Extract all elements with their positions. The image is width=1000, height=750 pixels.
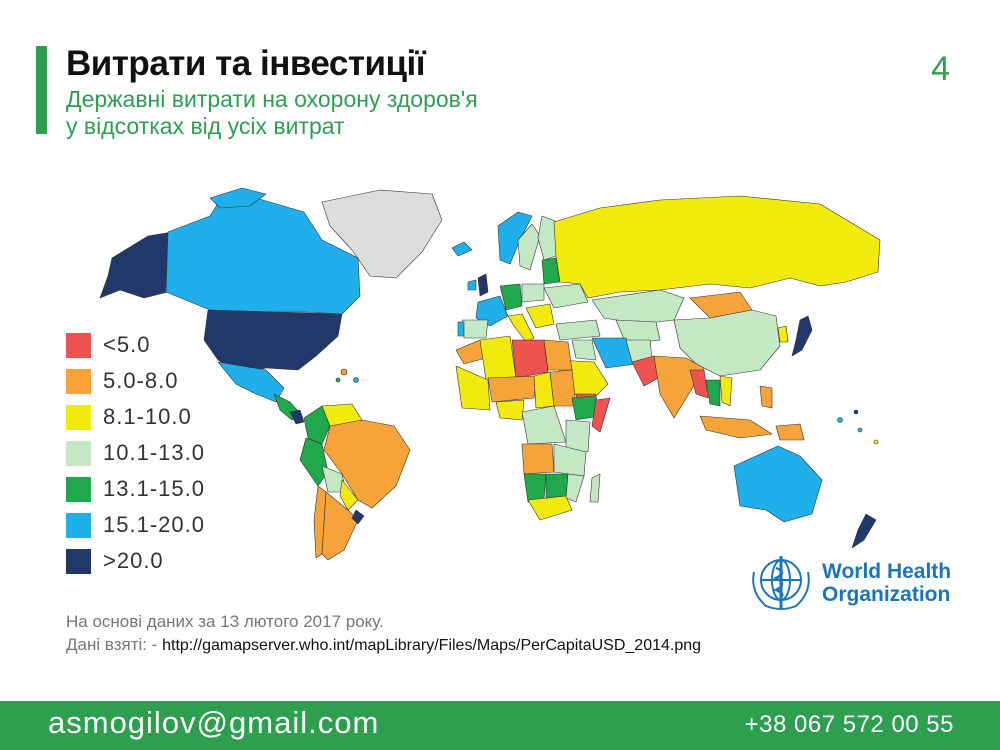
region-botswana bbox=[545, 473, 569, 499]
region-arctic-islands bbox=[209, 187, 267, 209]
region-japan bbox=[791, 315, 813, 357]
who-name-line-1: World Health bbox=[822, 560, 952, 583]
map-legend: <5.0 5.0-8.0 8.1-10.0 10.1-13.0 13.1-15.… bbox=[66, 327, 205, 579]
source-date: На основі даних за 13 лютого 2017 року. bbox=[66, 612, 384, 631]
legend-item: 15.1-20.0 bbox=[66, 507, 205, 543]
region-angola bbox=[521, 443, 555, 475]
region-namibia bbox=[523, 473, 547, 503]
region-iraq bbox=[571, 339, 597, 361]
legend-label: 13.1-15.0 bbox=[103, 476, 205, 501]
legend-label: 10.1-13.0 bbox=[103, 440, 205, 465]
region-argentina bbox=[321, 491, 359, 561]
region-uruguay bbox=[351, 509, 365, 525]
legend-swatch bbox=[66, 332, 91, 358]
region-france bbox=[475, 295, 509, 327]
legend-item: <5.0 bbox=[66, 327, 205, 363]
region-south-africa bbox=[527, 495, 573, 521]
region-mozambique bbox=[565, 473, 585, 503]
who-logo: World Health Organization bbox=[746, 552, 956, 614]
footer-email: asmogilov@gmail.com bbox=[48, 705, 380, 740]
region-sudan bbox=[549, 369, 577, 407]
who-emblem-icon bbox=[752, 556, 810, 610]
legend-item: 13.1-15.0 bbox=[66, 471, 205, 507]
region-peru bbox=[299, 437, 329, 487]
region-finland bbox=[537, 215, 559, 261]
source-url-link[interactable]: http://gamapserver.who.int/mapLibrary/Fi… bbox=[162, 637, 702, 654]
legend-label: >20.0 bbox=[103, 548, 164, 573]
region-usa bbox=[203, 309, 343, 375]
legend-swatch bbox=[66, 368, 91, 394]
region-philippines bbox=[759, 385, 773, 409]
legend-swatch bbox=[66, 404, 91, 430]
region-poland bbox=[521, 283, 545, 303]
region-east-africa bbox=[565, 419, 591, 453]
legend-label: 15.1-20.0 bbox=[103, 512, 205, 537]
region-algeria bbox=[479, 335, 517, 381]
region-thailand bbox=[705, 379, 721, 407]
region-colombia bbox=[303, 405, 331, 445]
region-vietnam bbox=[719, 375, 733, 407]
subtitle-line-1: Державні витрати на охорону здоров'я bbox=[66, 86, 478, 112]
region-sweden bbox=[517, 223, 541, 271]
slide-title: Витрати та інвестиції bbox=[66, 44, 426, 83]
legend-label: 8.1-10.0 bbox=[103, 404, 192, 429]
region-italy bbox=[507, 313, 535, 343]
legend-item: 5.0-8.0 bbox=[66, 363, 205, 399]
region-mali-niger bbox=[487, 375, 537, 403]
region-central-asia bbox=[615, 319, 661, 345]
footer-phone: +38 067 572 00 55 bbox=[744, 711, 954, 738]
region-kazakhstan bbox=[591, 289, 685, 325]
region-nigeria bbox=[495, 399, 525, 421]
legend-swatch bbox=[66, 476, 91, 502]
legend-item: 8.1-10.0 bbox=[66, 399, 205, 435]
region-spain bbox=[461, 319, 489, 339]
region-brazil bbox=[323, 419, 411, 509]
region-somalia bbox=[591, 397, 611, 433]
region-china bbox=[673, 309, 781, 377]
region-egypt bbox=[543, 339, 573, 371]
footer-bar: asmogilov@gmail.com +38 067 572 00 55 bbox=[0, 701, 1000, 750]
region-alaska bbox=[99, 231, 173, 299]
region-costa-rica bbox=[289, 409, 305, 425]
region-new-zealand bbox=[851, 513, 877, 549]
region-greenland bbox=[321, 189, 443, 279]
region-iceland bbox=[451, 241, 473, 257]
legend-swatch bbox=[66, 440, 91, 466]
page-number: 4 bbox=[931, 50, 950, 88]
region-myanmar bbox=[689, 369, 709, 399]
slide-subtitle: Державні витрати на охорону здоров'я у в… bbox=[66, 86, 666, 140]
legend-label: 5.0-8.0 bbox=[103, 368, 179, 393]
who-name-line-2: Organization bbox=[822, 583, 951, 606]
legend-swatch bbox=[66, 512, 91, 538]
region-mexico bbox=[217, 361, 285, 403]
legend-item: >20.0 bbox=[66, 543, 205, 579]
legend-item: 10.1-13.0 bbox=[66, 435, 205, 471]
region-portugal bbox=[457, 321, 465, 337]
region-balkans bbox=[525, 303, 555, 329]
region-korea bbox=[777, 325, 789, 343]
source-note: На основі даних за 13 лютого 2017 року. … bbox=[66, 610, 701, 657]
region-libya bbox=[511, 339, 549, 379]
legend-swatch bbox=[66, 548, 91, 574]
legend-label: <5.0 bbox=[103, 332, 151, 357]
source-prefix: Дані взяті: - bbox=[66, 635, 163, 654]
region-madagascar bbox=[589, 473, 601, 503]
region-png bbox=[775, 423, 805, 441]
region-chile bbox=[313, 485, 327, 559]
region-indonesia bbox=[699, 415, 773, 439]
region-russia bbox=[553, 195, 881, 299]
title-accent-bar bbox=[36, 46, 47, 134]
subtitle-line-2: у відсотках від усіх витрат bbox=[66, 113, 345, 139]
region-ireland bbox=[467, 279, 477, 291]
region-west-africa bbox=[455, 365, 491, 411]
region-germany bbox=[499, 283, 523, 311]
world-map bbox=[99, 187, 881, 561]
region-uk bbox=[477, 273, 489, 297]
region-ukraine bbox=[543, 283, 589, 309]
who-name: World Health Organization bbox=[822, 560, 951, 606]
source-line: Дані взяті: - http://gamapserver.who.int… bbox=[66, 633, 701, 657]
region-turkey bbox=[555, 319, 601, 341]
region-central-africa bbox=[521, 405, 567, 445]
region-australia bbox=[733, 445, 823, 523]
